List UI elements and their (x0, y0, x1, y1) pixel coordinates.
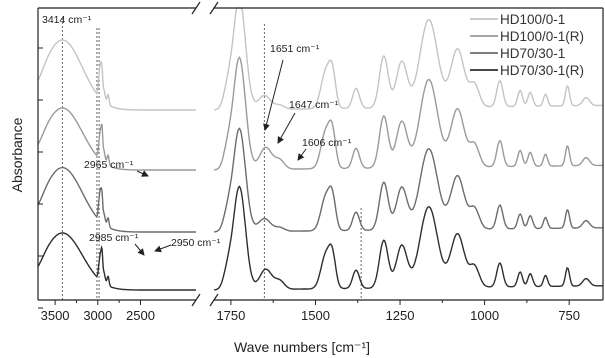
annotation-2965: 2965 cm⁻¹ (84, 159, 134, 171)
x-tick-label: 3500 (41, 308, 70, 323)
annotation-1606: 1606 cm⁻¹ (302, 137, 352, 149)
annotation-2985: 2985 cm⁻¹ (89, 232, 139, 244)
annotation-arrow-1606 (297, 148, 307, 161)
annotation-arrow-2950 (154, 244, 172, 253)
axis-break-mark (209, 1, 219, 15)
axis-break-mark (191, 1, 201, 15)
legend-label-hd100-0-1: HD100/0-1 (500, 12, 565, 27)
annotation-1647: 1647 cm⁻¹ (289, 99, 339, 111)
annotation-2950: 2950 cm⁻¹ (171, 237, 221, 249)
x-tick-label: 3000 (83, 308, 112, 323)
series-line-hd70-30-1 (37, 127, 603, 233)
series-line-hd70-30-1-r (37, 185, 603, 291)
x-axis-label: Wave numbers [cm⁻¹] (234, 339, 370, 355)
legend-label-hd100-0-1-r: HD100/0-1(R) (500, 29, 584, 44)
x-tick-label: 1250 (386, 308, 415, 323)
x-tick-label: 750 (558, 308, 580, 323)
annotation-1651: 1651 cm⁻¹ (270, 43, 320, 55)
x-tick-label: 2500 (126, 308, 155, 323)
x-tick-label: 1000 (470, 308, 499, 323)
annotation-3414: 3414 cm⁻¹ (42, 14, 92, 26)
series-line-hd100-0-1 (37, 7, 603, 111)
annotation-arrow-1651 (263, 59, 284, 131)
annotation-arrow-1647 (277, 112, 296, 144)
legend-label-hd70-30-1: HD70/30-1 (500, 46, 565, 61)
x-tick-label: 1500 (301, 308, 330, 323)
axis-break-mark (209, 293, 219, 307)
y-axis-label: Absorbance (9, 117, 25, 192)
axis-break-mark (191, 293, 201, 307)
x-tick-label: 1750 (216, 308, 245, 323)
legend-label-hd70-30-1-r: HD70/30-1(R) (500, 63, 584, 78)
annotation-arrow-2985 (134, 243, 145, 256)
annotation-arrow-2965 (136, 170, 149, 177)
series-line-hd100-0-1-r (37, 56, 603, 171)
